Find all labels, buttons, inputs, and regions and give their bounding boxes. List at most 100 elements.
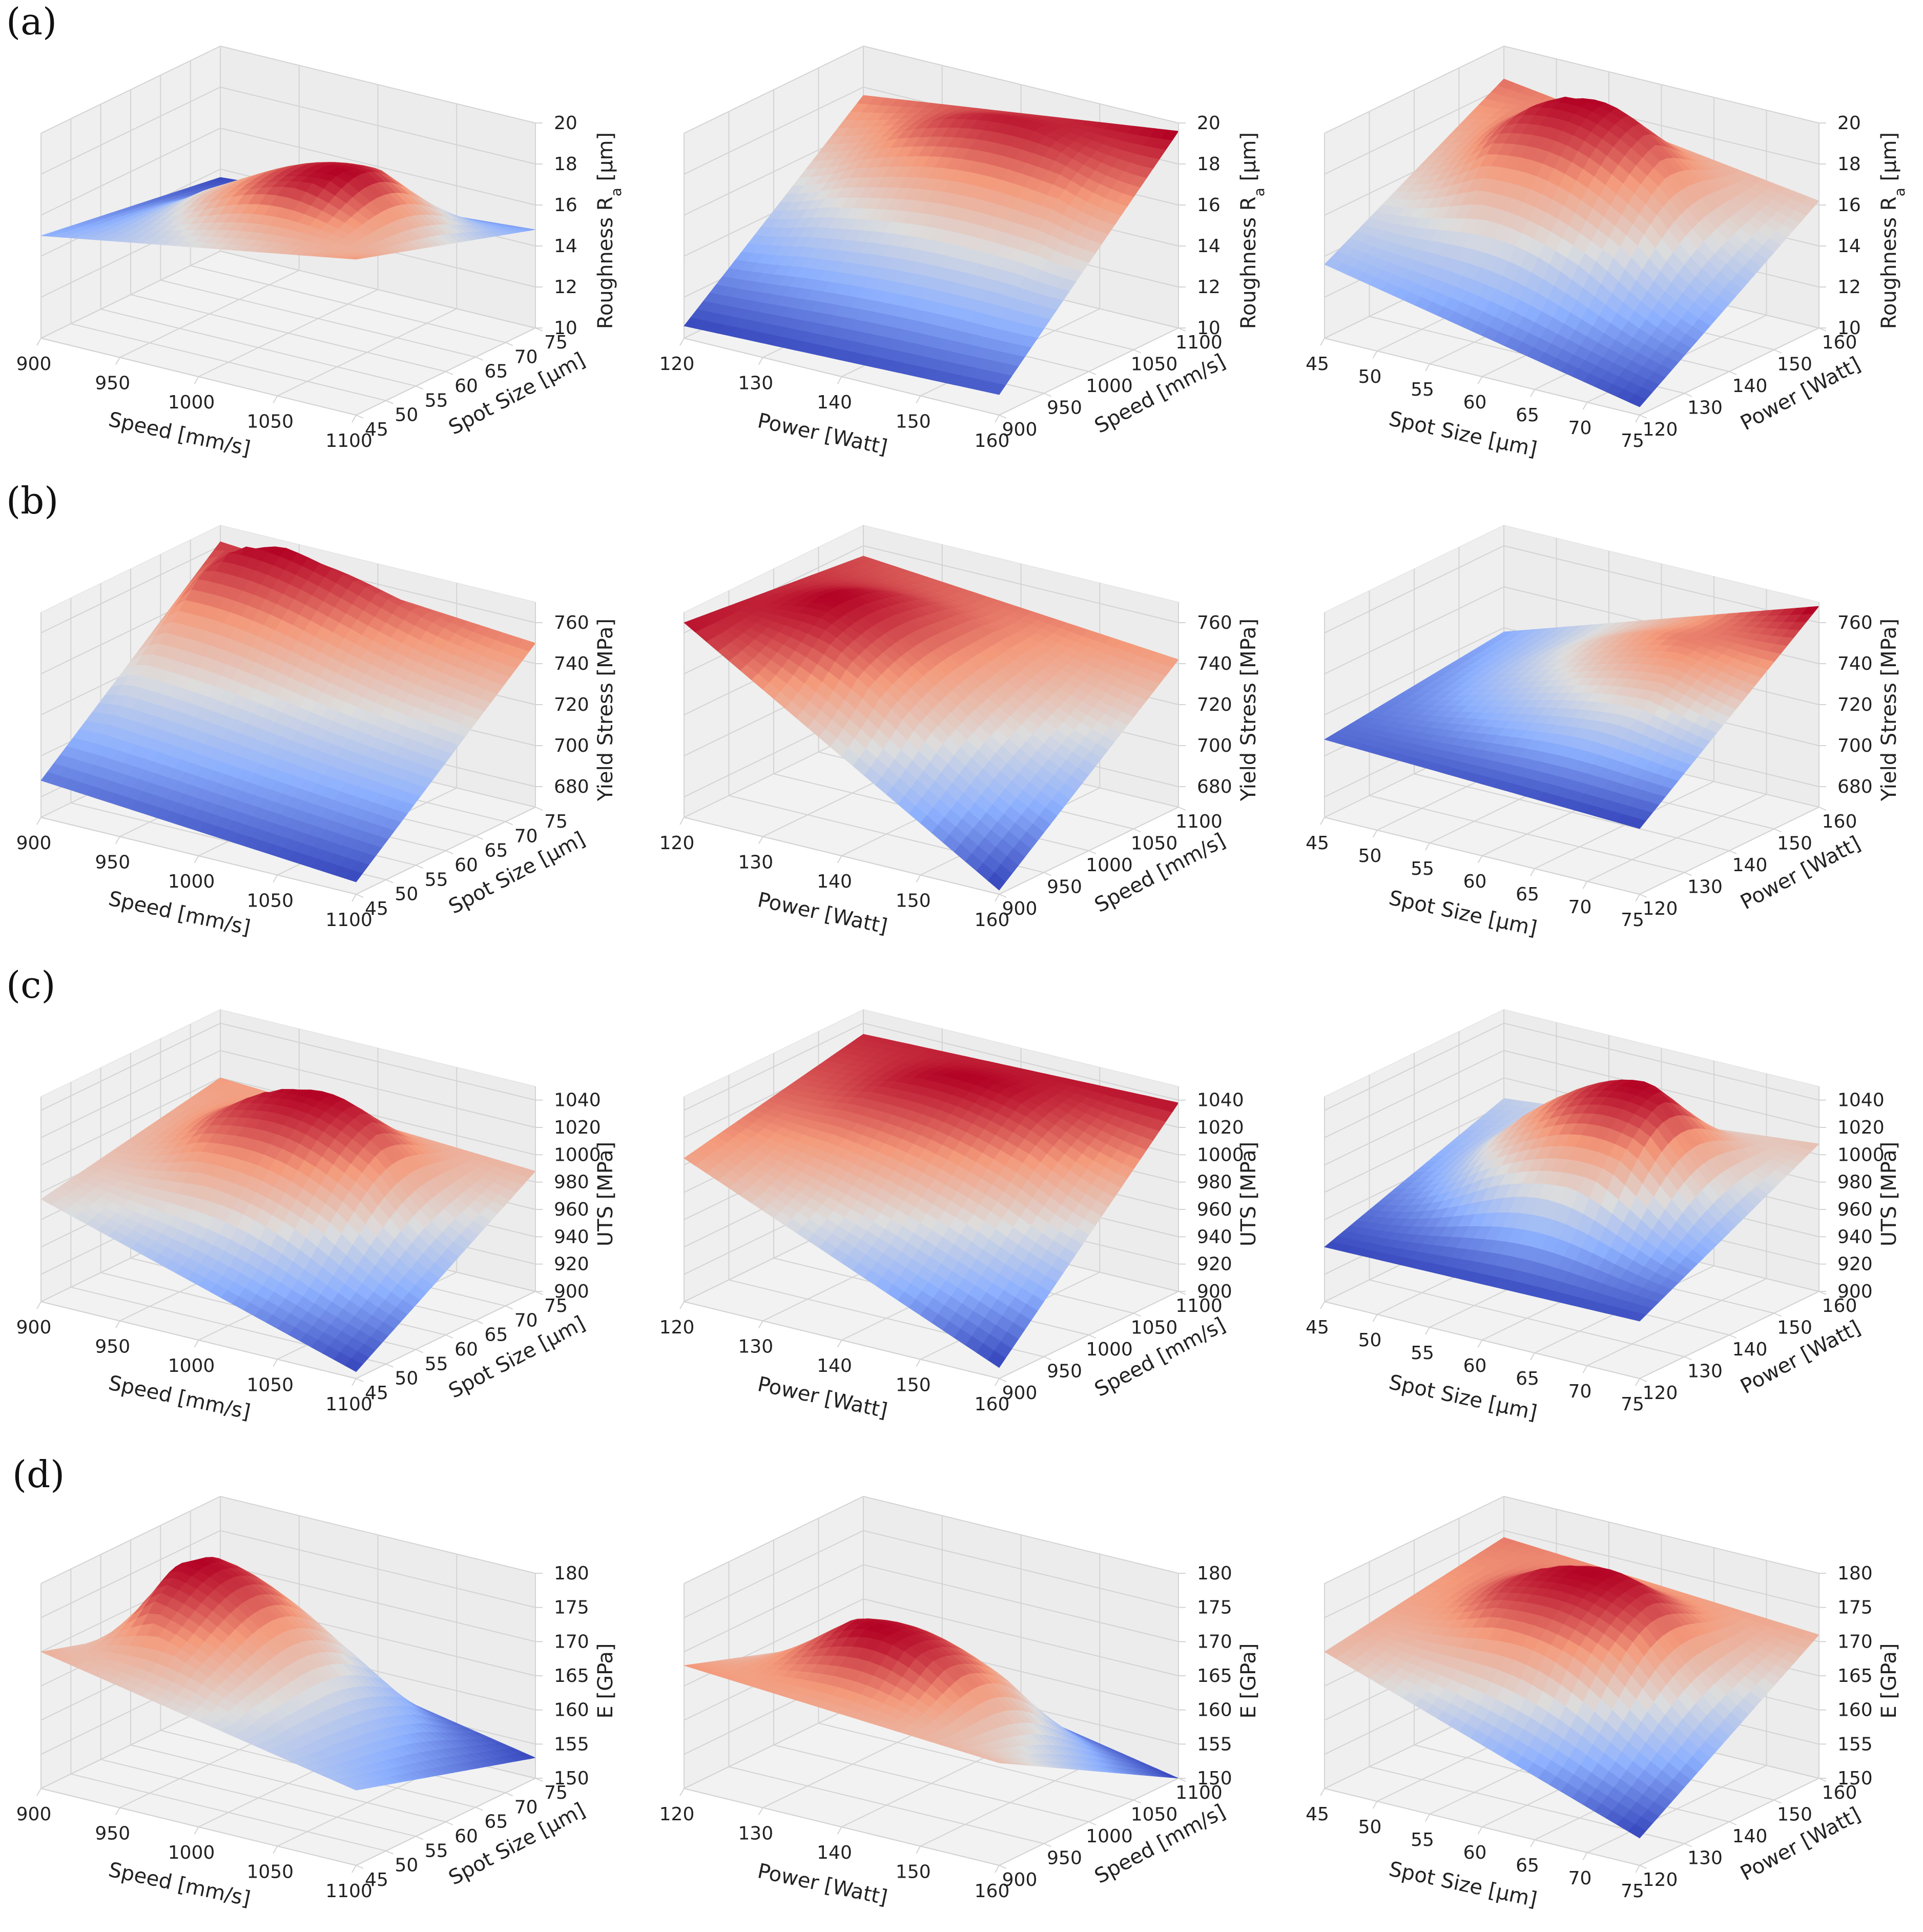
y-tick: [1729, 851, 1736, 854]
y-tick-label: 45: [365, 1383, 388, 1404]
x-tick: [995, 894, 999, 901]
x-axis-label: Power [Watt]: [755, 409, 890, 460]
x-tick-label: 70: [1568, 897, 1592, 918]
x-tick-label: 55: [1411, 858, 1434, 879]
y-tick-label: 50: [395, 884, 418, 905]
z-tick-label: 14: [554, 236, 577, 257]
y-tick-label: 950: [1047, 398, 1082, 419]
x-tick: [1531, 1353, 1535, 1360]
y-tick-label: 55: [425, 869, 448, 890]
z-tick-label: 1020: [1837, 1117, 1885, 1138]
y-tick: [446, 1335, 453, 1338]
x-tick: [1583, 1366, 1587, 1373]
z-tick-label: 740: [1197, 653, 1232, 674]
z-tick-label: 1020: [554, 1117, 601, 1138]
x-tick: [195, 856, 199, 863]
x-tick-label: 120: [659, 1804, 695, 1825]
x-tick: [37, 338, 41, 345]
x-tick-label: 130: [738, 373, 773, 394]
x-tick-label: 45: [1306, 1317, 1329, 1338]
x-tick: [838, 1827, 842, 1834]
y-tick-label: 130: [1687, 1848, 1723, 1869]
y-tick-label: 1050: [1131, 354, 1178, 375]
y-tick-label: 130: [1687, 1361, 1723, 1382]
x-tick-label: 50: [1358, 366, 1382, 387]
z-tick-label: 150: [554, 1768, 589, 1789]
x-tick-label: 45: [1306, 1804, 1329, 1825]
x-tick-label: 900: [16, 1804, 52, 1825]
y-tick: [1774, 350, 1782, 353]
z-tick-label: 160: [1197, 1700, 1232, 1721]
y-tick-label: 45: [365, 419, 388, 440]
y-tick-label: 950: [1047, 1361, 1082, 1382]
y-tick: [1640, 1865, 1647, 1868]
y-tick-label: 150: [1777, 1318, 1812, 1339]
z-tick-label: 740: [554, 653, 589, 674]
z-tick-label: 980: [1837, 1172, 1873, 1193]
x-tick-label: 900: [16, 1317, 52, 1338]
y-tick-label: 120: [1643, 1383, 1678, 1404]
y-tick-label: 900: [1002, 1383, 1038, 1404]
z-axis-label: UTS [MPa]: [1877, 1142, 1901, 1246]
x-tick: [1583, 881, 1587, 889]
x-tick: [116, 837, 120, 844]
x-tick-label: 120: [659, 354, 695, 375]
y-tick: [356, 1865, 363, 1868]
z-tick-label: 160: [1837, 1700, 1873, 1721]
z-tick-label: 700: [1197, 735, 1232, 756]
z-axis-label: Yield Stress [MPa]: [1237, 619, 1260, 801]
y-tick-label: 1100: [1175, 811, 1223, 832]
x-tick: [1636, 1865, 1640, 1873]
z-tick-label: 960: [1197, 1199, 1232, 1220]
z-tick-label: 760: [1197, 612, 1232, 633]
z-tick-label: 155: [1197, 1734, 1232, 1755]
z-tick-label: 180: [1837, 1563, 1873, 1584]
y-tick-label: 70: [514, 1310, 538, 1331]
y-tick: [386, 1364, 393, 1367]
y-tick: [999, 1379, 1006, 1382]
z-tick-label: 10: [1197, 318, 1221, 339]
z-tick-label: 720: [1197, 694, 1232, 715]
y-tick: [475, 357, 483, 360]
z-tick-label: 1040: [554, 1090, 601, 1111]
y-tick-label: 160: [1822, 811, 1857, 832]
z-axis-label: E [GPa]: [1877, 1643, 1901, 1718]
z-axis-label: Roughness Ra [µm]: [1877, 132, 1908, 329]
x-tick: [37, 817, 41, 825]
x-tick: [1425, 843, 1430, 850]
z-tick-label: 16: [1837, 195, 1861, 216]
y-tick-label: 65: [484, 840, 508, 861]
x-tick: [273, 396, 277, 403]
x-tick: [352, 894, 356, 901]
z-tick-label: 680: [1837, 776, 1873, 797]
x-tick-label: 130: [738, 1823, 773, 1844]
x-axis-label: Speed [mm/s]: [107, 1371, 253, 1425]
z-tick-label: 720: [1837, 694, 1873, 715]
y-tick: [475, 1321, 483, 1324]
z-tick-label: 760: [1837, 612, 1873, 633]
y-tick-label: 130: [1687, 398, 1723, 419]
y-tick-label: 140: [1732, 1826, 1768, 1847]
x-tick-label: 70: [1568, 418, 1592, 439]
z-tick-label: 960: [1837, 1199, 1873, 1220]
y-tick: [506, 1306, 513, 1309]
z-tick-label: 165: [1197, 1666, 1232, 1687]
z-tick-label: 920: [554, 1254, 589, 1275]
z-tick-label: 18: [554, 154, 577, 175]
x-tick-label: 150: [896, 1375, 931, 1396]
x-tick: [195, 1340, 199, 1347]
x-tick: [1636, 415, 1640, 422]
y-tick-label: 150: [1777, 833, 1812, 854]
z-tick-label: 14: [1197, 236, 1221, 257]
y-tick-label: 1050: [1131, 1804, 1178, 1825]
x-tick: [1478, 1827, 1482, 1834]
x-tick: [1373, 1314, 1377, 1322]
z-tick-label: 16: [554, 195, 577, 216]
y-tick-label: 120: [1643, 419, 1678, 440]
z-tick-label: 170: [1837, 1631, 1873, 1652]
z-tick-label: 180: [1197, 1563, 1232, 1584]
x-tick-label: 140: [817, 1842, 852, 1863]
